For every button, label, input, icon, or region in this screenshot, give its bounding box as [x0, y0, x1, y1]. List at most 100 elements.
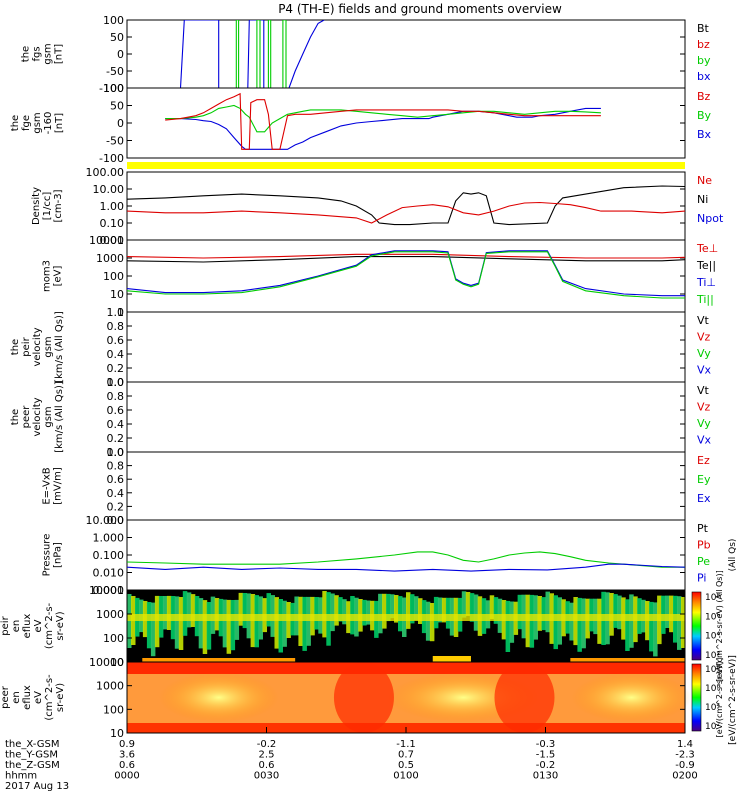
spectrogram-cell — [174, 596, 180, 649]
y-tick-label: -50 — [106, 65, 124, 78]
legend-entry: Vz — [697, 331, 711, 344]
y-tick-label: 10 — [110, 727, 124, 740]
panel-peir_spec: 10⁸ 10⁶ 10⁴ 10²[eV/(cm^2-s-sr-eV) (All Qs)]… — [0, 570, 724, 681]
colorbar-tick-label: 10² — [705, 722, 720, 732]
x-tick-label: -0.2 — [536, 760, 556, 771]
y-axis-label: thepeervelocitygsm[km/s (All Qs)] — [10, 381, 65, 453]
spectrogram-cell — [382, 593, 387, 629]
spectrogram-glow — [494, 662, 555, 733]
legend-entry: Ni — [697, 193, 708, 206]
y-tick-label: 0.8 — [107, 390, 125, 403]
y-tick-label: 0.2 — [107, 362, 125, 375]
spectrogram-cell — [465, 592, 471, 616]
y-tick-label: 1000 — [96, 608, 124, 621]
spectrogram-cell — [222, 599, 228, 648]
y-tick-label: 0.8 — [107, 320, 125, 333]
spectrogram-cell — [677, 596, 682, 650]
y-tick-label: -100 — [99, 82, 124, 95]
spectrogram-cell — [398, 596, 403, 632]
y-tick-label: -100 — [99, 152, 124, 165]
spectrogram-cell — [469, 593, 475, 622]
y-tick-label: 10000 — [89, 234, 124, 247]
legend-entry: Vy — [697, 417, 711, 430]
y-tick-label: 0.001 — [93, 584, 125, 597]
spectrogram-cell — [529, 594, 535, 648]
panel-density: 100.00 10.00 1.00 0.10 0.01 Density[1/cc][cm-… — [31, 166, 724, 247]
legend-entry: by — [697, 54, 711, 67]
panel-fgs: 100 50 0 -50 -100 thefgsgsm[nT] Bt bz by bx — [21, 14, 711, 95]
y-tick-label: 1 — [117, 306, 124, 319]
spectrogram-cell — [653, 602, 658, 657]
legend-entry: bz — [697, 38, 710, 51]
spectrogram-cell — [545, 591, 550, 633]
y-tick-label: 50 — [110, 100, 124, 113]
panel-fge: 100 50 0 -50 -100 thefgegsm-160[nT] Bz By Bx — [10, 82, 712, 165]
colorbar-tick-label: 10⁶ — [705, 684, 720, 694]
x-tick-label: -0.9 — [675, 760, 695, 771]
spectrogram-cell — [242, 593, 248, 629]
series-Ti⊥ — [127, 250, 685, 297]
legend-entry: Te⊥ — [696, 242, 718, 255]
ephemeris-row-label: the_Y-GSM — [5, 750, 58, 761]
y-tick-label: 1.0 — [107, 446, 125, 459]
colorbar-tick-label: 10⁸ — [705, 593, 720, 603]
colorbar-label: [eV/(cm^2-s-sr-eV) (All Qs)] — [715, 570, 724, 681]
x-tick-label: 0.6 — [119, 760, 135, 771]
legend-entry: Ey — [697, 473, 711, 486]
spectrogram-cell — [429, 603, 435, 642]
colorbar-tick-label: 10⁸ — [705, 665, 720, 675]
y-tick-label: 100 — [103, 703, 124, 716]
y-tick-label: 0.2 — [107, 500, 125, 513]
flag-bar — [432, 656, 471, 662]
legend-entry: Vx — [697, 364, 712, 377]
y-tick-label: 0.0 — [107, 514, 125, 527]
spectrogram-cell — [394, 595, 399, 623]
panel-frame — [126, 519, 686, 591]
series-Ne — [127, 201, 685, 224]
ephemeris-row-label: the_X-GSM — [5, 739, 59, 750]
spectrogram-cell — [254, 595, 259, 648]
x-tick-label: -0.2 — [257, 739, 277, 750]
x-tick-label: 0.9 — [119, 739, 135, 750]
y-tick-label: 100.00 — [86, 166, 125, 179]
spectrogram-glow — [158, 672, 279, 723]
x-tick-label: 0.6 — [259, 760, 275, 771]
series-Ni — [127, 185, 685, 226]
spectrogram-cell — [202, 600, 208, 654]
y-tick-label: -50 — [106, 135, 124, 148]
spectrogram-cell — [649, 601, 654, 652]
spectrogram-cell — [410, 594, 415, 624]
legend-entry: Vx — [697, 434, 712, 447]
spectrogram-cell — [569, 602, 574, 641]
y-tick-label: 0.01 — [100, 234, 125, 247]
spectrogram-cell — [445, 597, 451, 629]
y-axis-label: thefgsgsm[nT] — [21, 43, 65, 64]
series-Te|| — [127, 256, 685, 263]
x-tick-label: 3.6 — [119, 750, 135, 761]
y-axis-label: thepeirvelocitygsm[km/s (All Qs)] — [10, 311, 65, 383]
spectrogram-cell — [437, 597, 443, 623]
spectrogram-cell — [386, 593, 391, 622]
series-Pe — [127, 551, 685, 568]
spectrogram-cell — [473, 594, 479, 631]
legend-entry: bx — [697, 70, 711, 83]
ephemeris-row-label: the_Z-GSM — [5, 760, 60, 771]
spectrogram-cell — [206, 602, 212, 650]
spectrogram-cell — [493, 597, 499, 624]
y-tick-label: 1000 — [96, 680, 124, 693]
y-tick-label: 100 — [103, 270, 124, 283]
y-axis-label: Density[1/cc][cm-3] — [31, 187, 64, 225]
y-tick-label: 10000 — [89, 656, 124, 669]
y-tick-label: 1.0 — [107, 306, 125, 319]
y-axis-label: E=-VxB[mV/m] — [42, 467, 64, 505]
spectrogram-cell — [230, 600, 236, 651]
legend-entry: Te|| — [696, 259, 716, 272]
x-tick-label: 0000 — [114, 771, 139, 782]
spectrogram-glow — [333, 662, 394, 733]
legend-entry: Ti⊥ — [696, 276, 716, 289]
y-axis-label: mom3[eV] — [42, 260, 64, 292]
spectrogram-cell — [362, 599, 367, 626]
y-tick-label: 100 — [103, 14, 124, 27]
y-tick-label: 1.0 — [107, 376, 125, 389]
legend-entry: Bx — [697, 128, 712, 141]
